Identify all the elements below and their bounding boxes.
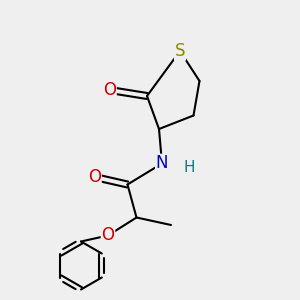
Text: O: O [103,81,116,99]
Text: O: O [88,168,101,186]
Text: N: N [156,154,168,172]
Text: H: H [183,160,195,175]
Text: S: S [175,42,185,60]
Text: O: O [101,226,115,244]
